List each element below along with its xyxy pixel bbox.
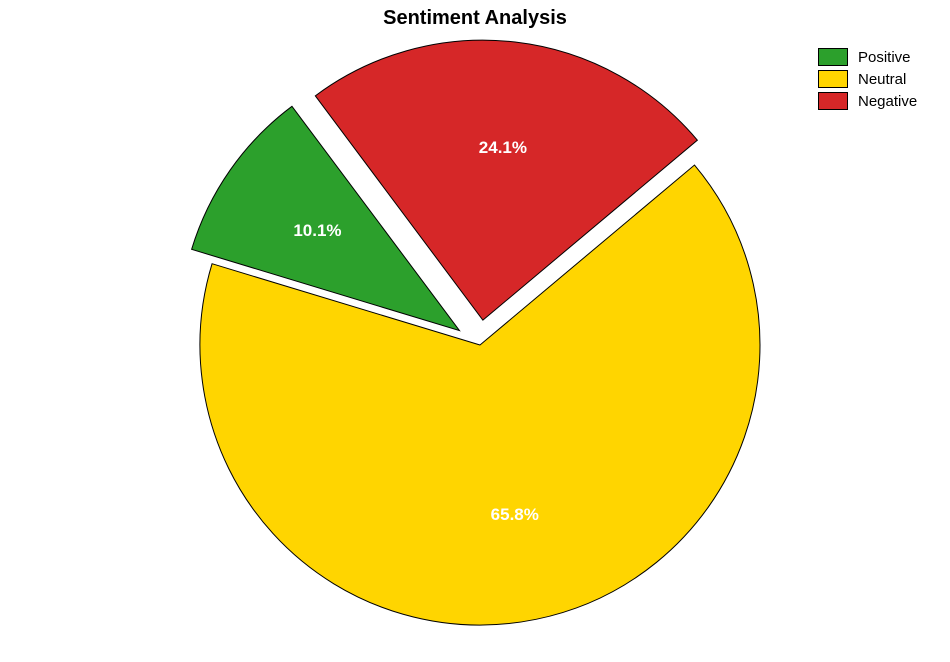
- legend-label: Positive: [858, 49, 911, 66]
- legend: Positive Neutral Negative: [818, 48, 917, 114]
- pie-chart: Sentiment Analysis PositiveNeutralNegati…: [0, 0, 950, 662]
- legend-item-negative: Negative: [818, 92, 917, 110]
- slice-label-neutral: 65.8%: [491, 505, 539, 525]
- legend-item-positive: Positive: [818, 48, 917, 66]
- legend-item-neutral: Neutral: [818, 70, 917, 88]
- legend-label: Neutral: [858, 71, 906, 88]
- pie-svg: [0, 0, 950, 662]
- legend-swatch: [818, 48, 848, 66]
- slice-label-negative: 24.1%: [479, 138, 527, 158]
- legend-swatch: [818, 70, 848, 88]
- legend-label: Negative: [858, 93, 917, 110]
- slice-label-positive: 10.1%: [293, 221, 341, 241]
- legend-swatch: [818, 92, 848, 110]
